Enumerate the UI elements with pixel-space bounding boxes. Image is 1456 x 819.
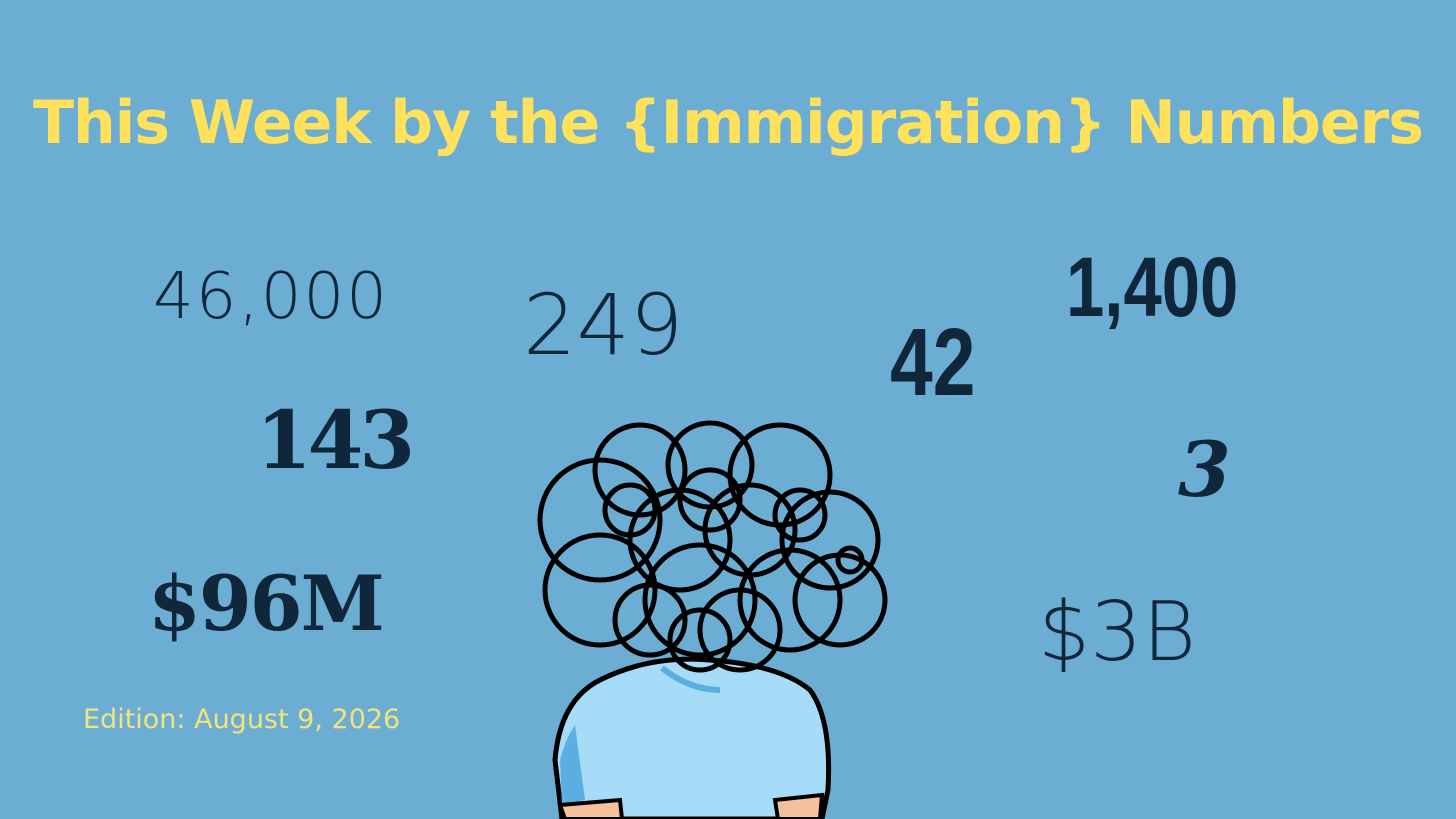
number: 3 bbox=[1178, 425, 1231, 514]
number: $96M bbox=[148, 559, 385, 648]
number: 42 bbox=[890, 309, 976, 416]
number: $3B bbox=[1038, 585, 1197, 680]
person bbox=[537, 420, 888, 819]
number: 249 bbox=[523, 276, 684, 374]
title: This Week by the {Immigration} Numbers bbox=[33, 88, 1424, 158]
number: 46,000 bbox=[153, 260, 389, 334]
number: 1,400 bbox=[1066, 240, 1239, 334]
number: 143 bbox=[256, 393, 415, 487]
edition-date: Edition: August 9, 2026 bbox=[83, 704, 401, 735]
